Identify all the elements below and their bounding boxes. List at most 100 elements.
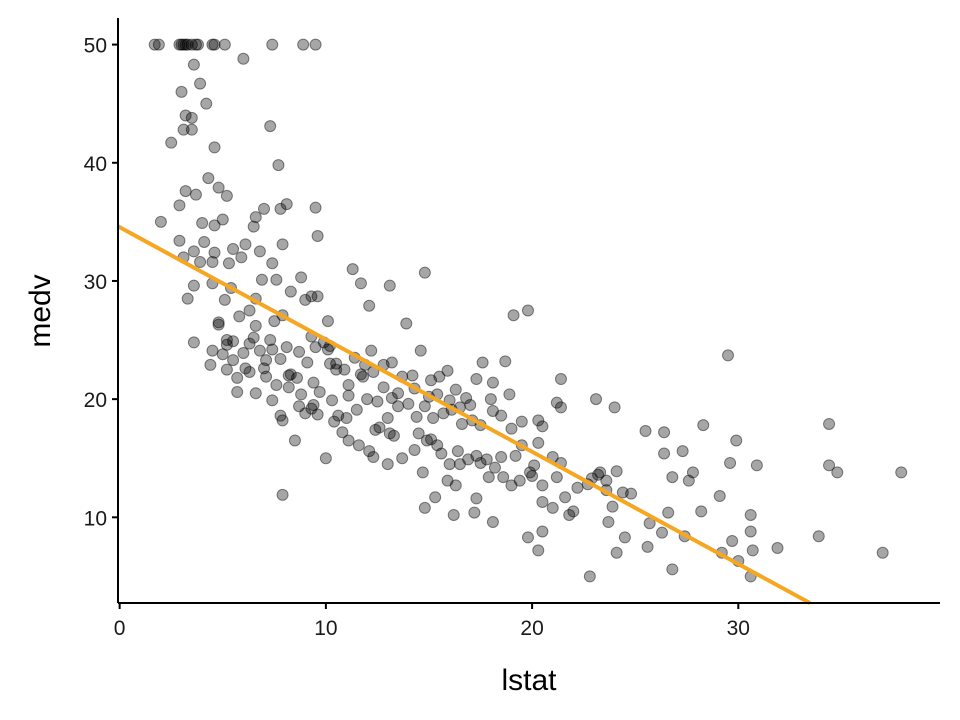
data-point bbox=[330, 363, 343, 376]
data-point bbox=[385, 391, 398, 404]
data-point bbox=[676, 445, 689, 458]
data-point bbox=[460, 391, 473, 404]
data-point bbox=[383, 427, 396, 440]
data-point bbox=[181, 292, 194, 305]
data-point bbox=[536, 420, 549, 433]
data-point bbox=[342, 378, 355, 391]
data-point bbox=[449, 383, 462, 396]
data-point bbox=[486, 404, 499, 417]
data-point bbox=[282, 369, 295, 382]
data-point bbox=[212, 181, 225, 194]
data-point bbox=[227, 335, 240, 348]
data-point bbox=[346, 263, 359, 276]
data-point bbox=[247, 220, 260, 233]
data-point bbox=[253, 344, 266, 357]
data-point bbox=[309, 201, 322, 214]
data-point bbox=[216, 213, 229, 226]
data-point bbox=[431, 439, 444, 452]
data-point bbox=[293, 345, 306, 358]
data-point bbox=[284, 285, 297, 298]
data-point bbox=[227, 243, 240, 256]
axes: 0 10 20 30 10 20 30 40 50 bbox=[84, 18, 940, 640]
data-point bbox=[189, 188, 202, 201]
data-point bbox=[486, 516, 499, 529]
data-point bbox=[239, 238, 252, 251]
data-point bbox=[600, 474, 613, 487]
data-point bbox=[571, 481, 584, 494]
data-point bbox=[301, 356, 314, 369]
data-point bbox=[206, 256, 219, 269]
data-point bbox=[554, 401, 567, 414]
data-point bbox=[173, 199, 186, 212]
data-point bbox=[194, 77, 207, 90]
data-point bbox=[418, 400, 431, 413]
data-point bbox=[383, 279, 396, 292]
data-point bbox=[746, 544, 759, 557]
data-point bbox=[206, 38, 219, 51]
data-point bbox=[381, 412, 394, 425]
data-point bbox=[237, 347, 250, 360]
data-point bbox=[435, 447, 448, 460]
y-tick-label: 20 bbox=[84, 389, 107, 412]
data-point bbox=[697, 419, 710, 432]
data-point bbox=[427, 412, 440, 425]
data-point bbox=[198, 235, 211, 248]
data-point bbox=[274, 352, 287, 365]
data-point bbox=[338, 363, 351, 376]
data-point bbox=[476, 356, 489, 369]
data-point bbox=[610, 546, 623, 559]
data-point bbox=[495, 409, 508, 422]
data-point bbox=[243, 365, 256, 378]
data-point bbox=[406, 369, 419, 382]
data-point bbox=[532, 436, 545, 449]
data-point bbox=[486, 376, 499, 389]
data-point bbox=[618, 531, 631, 544]
data-point bbox=[895, 466, 908, 479]
data-point bbox=[340, 412, 353, 425]
data-point bbox=[400, 317, 413, 330]
data-point bbox=[177, 123, 190, 136]
data-point bbox=[204, 358, 217, 371]
data-point bbox=[590, 393, 603, 406]
data-point bbox=[437, 407, 450, 420]
data-point bbox=[189, 38, 202, 51]
x-tick-label: 30 bbox=[727, 617, 750, 640]
data-point bbox=[173, 234, 186, 247]
data-point bbox=[323, 357, 336, 370]
data-point bbox=[185, 123, 198, 136]
data-point bbox=[181, 38, 194, 51]
data-point bbox=[412, 427, 425, 440]
data-point bbox=[536, 525, 549, 538]
data-point bbox=[608, 401, 621, 414]
data-point bbox=[299, 407, 312, 420]
data-point bbox=[274, 409, 287, 422]
data-point bbox=[524, 466, 537, 479]
data-point bbox=[220, 363, 233, 376]
data-point bbox=[185, 111, 198, 124]
data-point bbox=[272, 159, 285, 172]
data-point bbox=[208, 219, 221, 232]
data-point bbox=[326, 394, 339, 407]
data-point bbox=[311, 290, 324, 303]
data-point bbox=[208, 38, 221, 51]
data-point bbox=[567, 505, 580, 518]
data-point bbox=[521, 531, 534, 544]
data-point bbox=[247, 331, 260, 344]
data-point bbox=[276, 414, 289, 427]
data-point bbox=[365, 344, 378, 357]
data-point bbox=[559, 491, 572, 504]
data-point bbox=[321, 315, 334, 328]
data-point bbox=[371, 395, 384, 408]
data-point bbox=[433, 370, 446, 383]
y-tick-label: 50 bbox=[84, 35, 107, 58]
data-point bbox=[295, 271, 308, 284]
data-point bbox=[200, 97, 213, 110]
x-tick-label: 10 bbox=[314, 617, 337, 640]
data-point bbox=[497, 471, 510, 484]
data-point bbox=[165, 136, 178, 149]
data-point bbox=[656, 526, 669, 539]
data-point bbox=[297, 38, 310, 51]
data-point bbox=[185, 38, 198, 51]
data-point bbox=[381, 458, 394, 471]
